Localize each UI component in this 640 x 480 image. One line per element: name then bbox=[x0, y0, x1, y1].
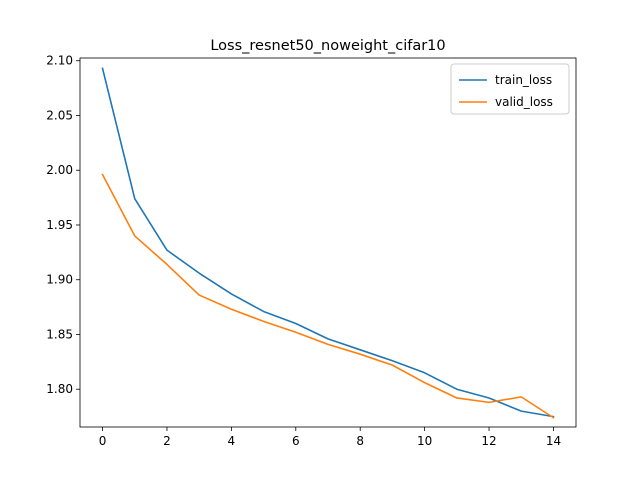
x-axis: 0 2 4 6 8 10 12 14 bbox=[99, 427, 561, 448]
x-tick-label: 8 bbox=[356, 434, 364, 448]
y-tick-label: 2.00 bbox=[46, 163, 73, 177]
x-tick-label: 4 bbox=[228, 434, 236, 448]
x-tick-label: 2 bbox=[163, 434, 171, 448]
series-line-valid_loss bbox=[101, 173, 555, 419]
y-tick-label: 2.05 bbox=[46, 108, 73, 122]
x-tick-label: 10 bbox=[417, 434, 432, 448]
x-tick-label: 6 bbox=[292, 434, 300, 448]
series-line-train_loss bbox=[101, 67, 555, 418]
legend-label-train_loss: train_loss bbox=[495, 73, 552, 87]
x-tick-label: 0 bbox=[99, 434, 107, 448]
legend-label-valid_loss: valid_loss bbox=[495, 95, 553, 109]
x-tick-label: 12 bbox=[481, 434, 496, 448]
x-tick-label: 14 bbox=[546, 434, 561, 448]
y-tick-label: 1.90 bbox=[46, 273, 73, 287]
axes-frame bbox=[79, 57, 577, 428]
y-tick-label: 1.80 bbox=[46, 382, 73, 396]
chart-title: Loss_resnet50_noweight_cifar10 bbox=[210, 38, 445, 54]
y-axis: 1.80 1.85 1.90 1.95 2.00 2.05 2.10 bbox=[46, 54, 80, 396]
y-tick-label: 2.10 bbox=[46, 54, 73, 68]
plot-area bbox=[101, 67, 555, 419]
y-tick-label: 1.85 bbox=[46, 327, 73, 341]
legend: train_loss valid_loss bbox=[450, 63, 570, 115]
y-tick-label: 1.95 bbox=[46, 218, 73, 232]
